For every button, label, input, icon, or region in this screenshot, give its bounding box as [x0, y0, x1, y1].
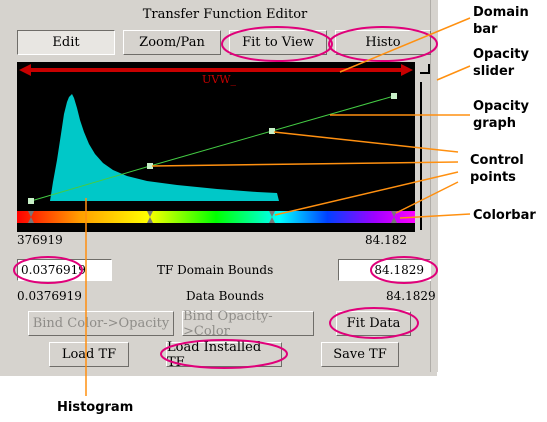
edit-button[interactable]: Edit [17, 30, 115, 55]
opacity-slider[interactable] [420, 82, 422, 230]
fit-to-view-button[interactable]: Fit to View [229, 30, 327, 55]
colorbar-min-label: 376919 [17, 233, 63, 247]
data-bounds-min: 0.0376919 [17, 289, 82, 303]
horizontal-scrollbar[interactable] [0, 372, 437, 376]
histo-button[interactable]: Histo [335, 30, 431, 55]
data-bounds-label: Data Bounds [186, 289, 264, 303]
opacity-slider-cap [420, 72, 430, 74]
data-bounds-max: 84.1829 [386, 289, 436, 303]
colorbar [17, 211, 415, 223]
domain-bar-right-arrow [401, 64, 413, 76]
colorbar-control-point [147, 211, 153, 223]
control-point [269, 128, 275, 134]
transfer-function-plot[interactable]: UVW_ [17, 62, 415, 232]
histogram-area [50, 94, 279, 201]
domain-bar-left-arrow [19, 64, 31, 76]
annotation-colorbar: Colorbar [473, 208, 536, 223]
colorbar-control-point [28, 211, 34, 223]
bind-color-opacity-button[interactable]: Bind Color->Opacity [28, 311, 174, 336]
annotation-control-points: Control points [470, 153, 524, 185]
control-point [28, 198, 34, 204]
bind-opacity-color-button[interactable]: Bind Opacity->Color [182, 309, 314, 339]
control-point [391, 93, 397, 99]
plot-canvas: UVW_ [17, 64, 415, 223]
annotation-histogram: Histogram [57, 400, 134, 415]
opacity-graph-line [30, 95, 395, 202]
domain-bar-label: UVW_ [202, 73, 237, 86]
vertical-scrollbar[interactable] [430, 0, 438, 372]
zoom-pan-button[interactable]: Zoom/Pan [123, 30, 221, 55]
fit-data-button[interactable]: Fit Data [336, 311, 411, 336]
annotation-opacity-graph: Opacity graph [473, 99, 529, 131]
annotation-domain-bar: Domain bar [473, 5, 529, 37]
save-tf-button[interactable]: Save TF [321, 342, 399, 367]
colorbar-max-label: 84.182 [365, 233, 407, 247]
leader-opacity-slider [436, 65, 471, 81]
load-tf-button[interactable]: Load TF [49, 342, 129, 367]
load-installed-tf-button[interactable]: Load Installed TF [166, 340, 282, 370]
tf-domain-min-field[interactable]: 0.0376919 [17, 259, 112, 281]
annotation-opacity-slider: Opacity slider [473, 47, 529, 79]
tf-domain-bounds-label: TF Domain Bounds [157, 263, 274, 277]
colorbar-control-point [269, 211, 275, 223]
editor-title: Transfer Function Editor [142, 7, 308, 22]
control-point [147, 163, 153, 169]
tf-domain-max-field[interactable]: 84.1829 [338, 259, 431, 281]
